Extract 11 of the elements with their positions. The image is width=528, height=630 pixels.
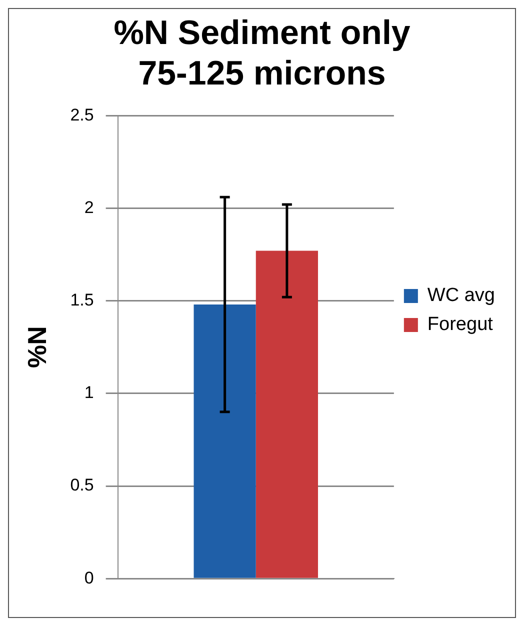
y-tick-label: 0.5	[70, 476, 94, 495]
text: %N Sediment only	[114, 14, 410, 52]
y-tick-label: 2	[84, 198, 94, 217]
y-axis-title: %N	[22, 326, 52, 368]
y-tick-label: 1	[84, 383, 94, 402]
y-tick-label: 2.5	[70, 105, 94, 124]
legend-label: WC avg	[427, 285, 496, 306]
y-tick-label: 0	[84, 568, 94, 588]
y-tick-label: 1.5	[70, 290, 94, 310]
text: 75-125 microns	[138, 54, 386, 93]
legend-label: Foregut	[427, 314, 494, 336]
